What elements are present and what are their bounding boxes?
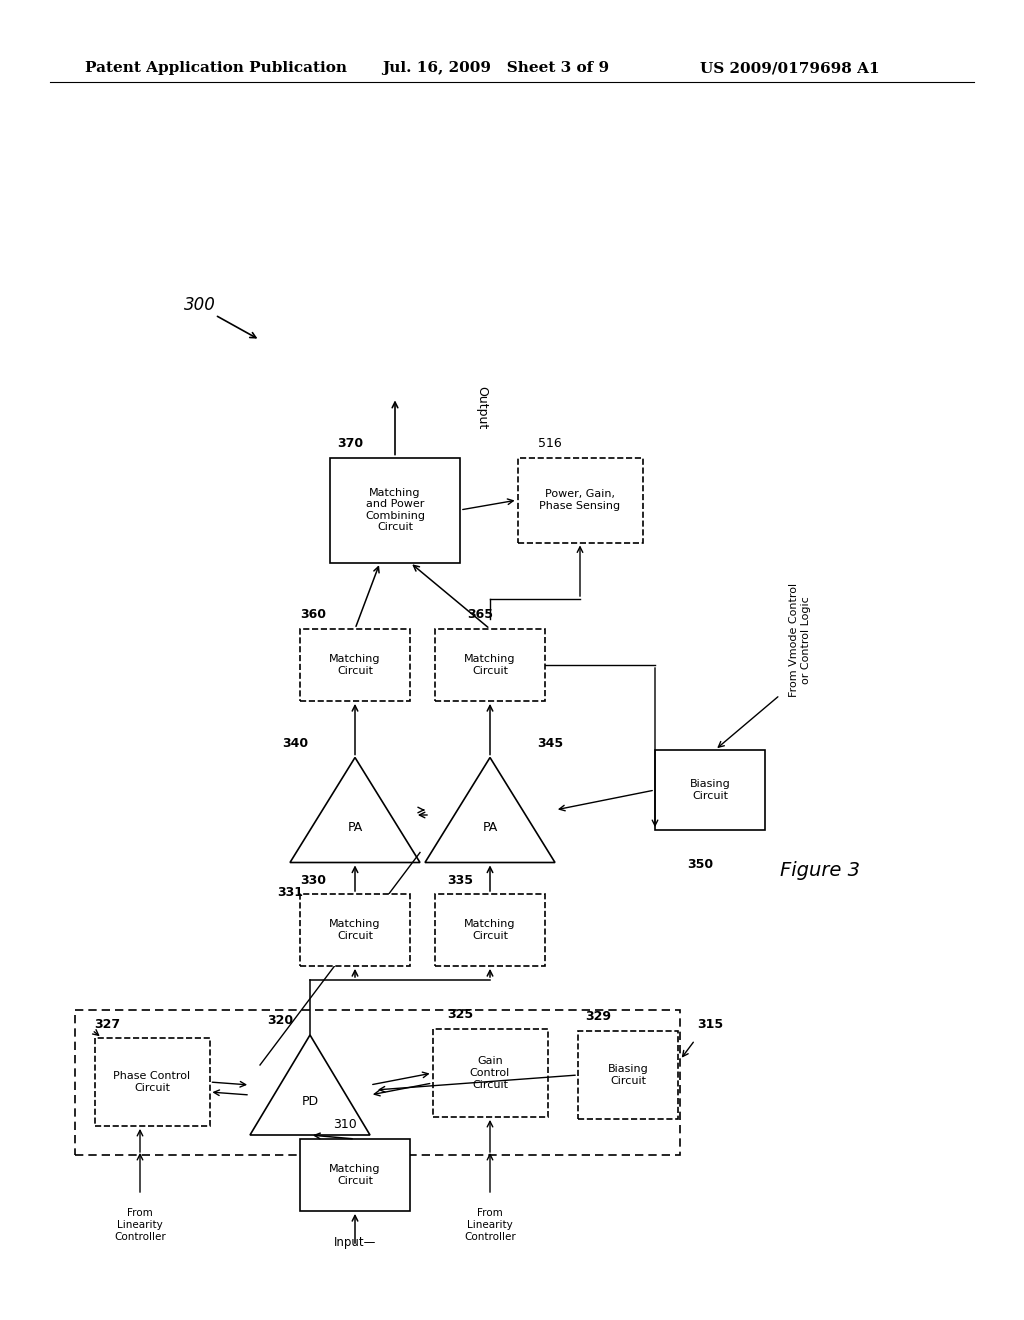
Text: Patent Application Publication: Patent Application Publication [85,61,347,75]
Text: Phase Control
Circuit: Phase Control Circuit [114,1072,190,1093]
Bar [432,1030,548,1117]
Text: Biasing
Circuit: Biasing Circuit [689,779,730,801]
Text: 365: 365 [467,609,493,622]
Bar [517,458,642,543]
Text: Matching
Circuit: Matching Circuit [330,919,381,941]
Text: Matching
Circuit: Matching Circuit [330,655,381,676]
Text: From
Linearity
Controller: From Linearity Controller [464,1208,516,1242]
Text: 315: 315 [697,1019,723,1031]
Text: 345: 345 [537,737,563,750]
Text: 329: 329 [585,1011,611,1023]
Text: PD: PD [301,1096,318,1109]
Text: US 2009/0179698 A1: US 2009/0179698 A1 [700,61,880,75]
Text: 350: 350 [687,858,713,871]
Text: From Vmode Control
or Control Logic: From Vmode Control or Control Logic [790,583,811,697]
Bar [435,894,545,966]
Text: PA: PA [347,821,362,834]
Text: Matching
and Power
Combining
Circuit: Matching and Power Combining Circuit [365,487,425,532]
Text: Gain
Control
Circuit: Gain Control Circuit [470,1056,510,1089]
Text: Input—: Input— [334,1236,376,1249]
Bar [655,750,765,830]
Text: 325: 325 [446,1008,473,1022]
Bar [578,1031,678,1119]
Bar [300,894,410,966]
Bar [300,630,410,701]
Text: 516: 516 [539,437,562,450]
Text: From
Linearity
Controller: From Linearity Controller [114,1208,166,1242]
Text: 340: 340 [282,737,308,750]
Text: Biasing
Circuit: Biasing Circuit [607,1064,648,1086]
Text: Figure 3: Figure 3 [780,861,860,879]
Text: PA: PA [482,821,498,834]
Text: Matching
Circuit: Matching Circuit [330,1164,381,1185]
Bar [75,1010,680,1155]
Text: 327: 327 [94,1018,120,1031]
Text: 330: 330 [300,874,326,887]
Text: 360: 360 [300,609,326,622]
Bar [435,630,545,701]
Text: 335: 335 [447,874,473,887]
Bar [94,1038,210,1126]
Text: 310: 310 [333,1118,357,1131]
Text: 300: 300 [184,296,216,314]
Text: Matching
Circuit: Matching Circuit [464,919,516,941]
Text: Output: Output [475,385,488,429]
Text: Matching
Circuit: Matching Circuit [464,655,516,676]
Text: Power, Gain,
Phase Sensing: Power, Gain, Phase Sensing [540,490,621,511]
Text: 331: 331 [278,886,303,899]
Bar [300,1139,410,1210]
Text: 320: 320 [267,1015,293,1027]
Bar [330,458,460,562]
Text: 370: 370 [337,437,364,450]
Text: Jul. 16, 2009   Sheet 3 of 9: Jul. 16, 2009 Sheet 3 of 9 [382,61,609,75]
